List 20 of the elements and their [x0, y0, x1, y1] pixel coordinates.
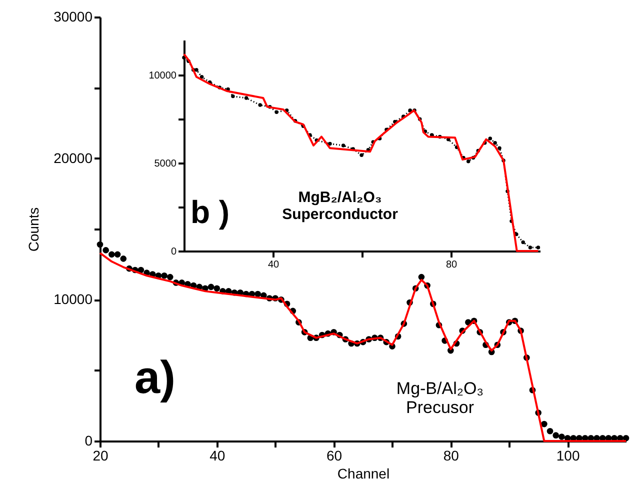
x-tick-label: 60 [326, 448, 342, 464]
x-axis-title: Channel [337, 466, 390, 482]
y-tick-label: 30000 [54, 8, 93, 24]
y-tick-label: 0 [84, 432, 93, 448]
y-tick-label: 0 [170, 246, 177, 258]
y-tick-label: 5000 [154, 158, 177, 170]
x-tick-label: 100 [556, 448, 580, 464]
x-tick-label: 20 [92, 448, 108, 464]
y-tick-label: 10000 [54, 291, 93, 308]
x-tick-label: 40 [210, 448, 226, 464]
y-tick-label: 20000 [54, 150, 93, 166]
annotation: MgB₂/Al₂O₃ Superconductor [282, 189, 398, 223]
annotation: b ) [190, 194, 230, 230]
annotation: Mg-B/Al₂O₃ Precusor [396, 379, 484, 417]
y-axis-title: Counts [26, 207, 42, 252]
x-tick-label: 80 [443, 448, 460, 464]
x-tick-label: 80 [446, 260, 458, 270]
x-tick-label: 40 [268, 260, 280, 270]
y-tick-label: 10000 [148, 70, 177, 82]
annotation: a) [134, 351, 176, 403]
